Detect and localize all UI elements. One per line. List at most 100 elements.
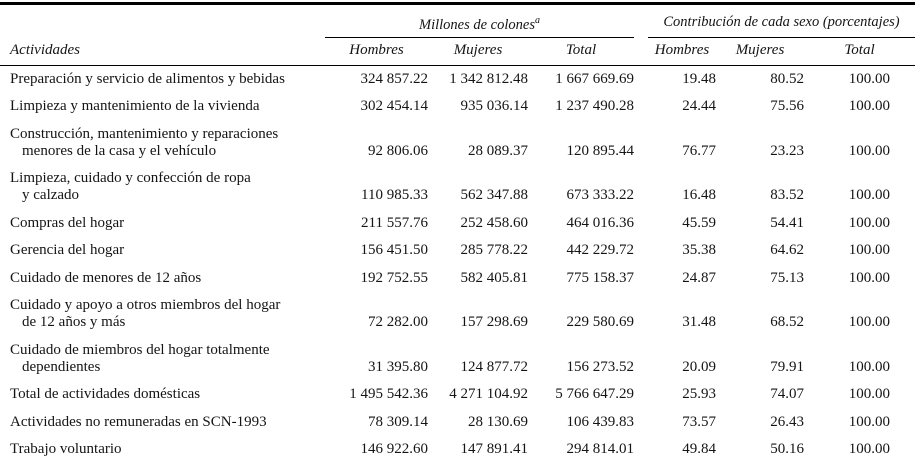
- value-cell: 252 458.60: [460, 214, 529, 231]
- value-cell: 74.07: [770, 386, 804, 403]
- value-cell: 100.00: [848, 187, 890, 204]
- table-row: Limpieza, cuidado y confección de ropa y …: [0, 165, 915, 210]
- spacer-cell: [634, 4, 648, 38]
- value-cell: 92 806.06: [368, 142, 428, 159]
- column-header-hombres-colones: Hombres: [325, 37, 428, 66]
- value-cell: 935 036.14: [460, 98, 529, 115]
- column-group-row: Millones de colonesa Contribución de cad…: [0, 3, 915, 38]
- activity-label-line1: Limpieza, cuidado y confección de ropa: [10, 170, 251, 187]
- activity-label-line1: Actividades no remuneradas en SCN-1993: [10, 413, 267, 430]
- value-cell: 16.48: [682, 187, 716, 204]
- activity-label-line1: Compras del hogar: [10, 214, 125, 231]
- column-header-mujeres-colones: Mujeres: [428, 37, 528, 66]
- value-cell: 147 891.41: [460, 441, 529, 458]
- spacer-cell: [634, 165, 648, 210]
- value-cell: 100.00: [848, 314, 890, 331]
- table-row: Cuidado de miembros del hogar totalmente…: [0, 337, 915, 382]
- value-cell: 25.93: [682, 386, 716, 403]
- activity-label-line1: Cuidado de menores de 12 años: [10, 269, 202, 286]
- value-cell: 1 667 669.69: [555, 70, 634, 87]
- empty-corner-cell: [0, 4, 325, 38]
- value-cell: 100.00: [848, 70, 890, 87]
- group-title: Contribución de cada sexo (porcentajes): [663, 14, 900, 31]
- spacer-cell: [634, 292, 648, 337]
- table-row: Gerencia del hogar 156 451.50 285 778.22…: [0, 237, 915, 265]
- activity-label: Preparación y servicio de alimentos y be…: [0, 65, 325, 93]
- activity-label: Limpieza y mantenimiento de la vivienda: [0, 93, 325, 121]
- value-cell: 100.00: [848, 142, 890, 159]
- value-cell: 582 405.81: [460, 269, 529, 286]
- value-cell: 229 580.69: [566, 314, 635, 331]
- activity-label-line2: dependientes: [22, 358, 101, 375]
- value-cell: 302 454.14: [360, 98, 429, 115]
- value-cell: 31 395.80: [368, 358, 428, 375]
- value-cell: 100.00: [848, 441, 890, 458]
- value-cell: 75.56: [770, 98, 804, 115]
- value-cell: 562 347.88: [460, 187, 529, 204]
- table-row: Construcción, mantenimiento y reparacion…: [0, 121, 915, 166]
- group-header-contribucion: Contribución de cada sexo (porcentajes): [648, 3, 915, 38]
- column-header-hombres-pct: Hombres: [648, 37, 716, 66]
- value-cell: 26.43: [770, 413, 804, 430]
- value-cell: 68.52: [770, 314, 804, 331]
- value-cell: 100.00: [848, 269, 890, 286]
- value-cell: 75.13: [770, 269, 804, 286]
- activity-label-line1: Cuidado de miembros del hogar totalmente: [10, 341, 270, 358]
- activity-label: Trabajo voluntario: [0, 436, 325, 461]
- value-cell: 79.91: [770, 358, 804, 375]
- value-cell: 31.48: [682, 314, 716, 331]
- table-row: Actividades no remuneradas en SCN-1993 7…: [0, 409, 915, 437]
- value-cell: 23.23: [770, 142, 804, 159]
- activity-label: Gerencia del hogar: [0, 237, 325, 265]
- value-cell: 19.48: [682, 70, 716, 87]
- value-cell: 24.87: [682, 269, 716, 286]
- value-cell: 78 309.14: [368, 413, 428, 430]
- spacer-cell: [634, 409, 648, 437]
- value-cell: 49.84: [682, 441, 716, 458]
- column-header-mujeres-pct: Mujeres: [716, 37, 804, 66]
- table-row: Limpieza y mantenimiento de la vivienda …: [0, 93, 915, 121]
- value-cell: 83.52: [770, 187, 804, 204]
- spacer-cell: [634, 93, 648, 121]
- activity-label-line2: y calzado: [22, 187, 80, 204]
- activity-label-line1: Gerencia del hogar: [10, 242, 125, 259]
- table-row: Cuidado de menores de 12 años 192 752.55…: [0, 265, 915, 293]
- column-label-row: Actividades Hombres Mujeres Total Hombre…: [0, 37, 915, 66]
- value-cell: 1 495 542.36: [349, 386, 428, 403]
- value-cell: 120 895.44: [566, 142, 635, 159]
- activity-label: Total de actividades domésticas: [0, 381, 325, 409]
- value-cell: 100.00: [848, 242, 890, 259]
- activity-label-line1: Cuidado y apoyo a otros miembros del hog…: [10, 297, 281, 314]
- activity-label-line1: Preparación y servicio de alimentos y be…: [10, 70, 285, 87]
- value-cell: 146 922.60: [360, 441, 429, 458]
- value-cell: 211 557.76: [361, 214, 428, 231]
- group-header-millones: Millones de colonesa: [325, 3, 634, 38]
- activity-label: Cuidado de menores de 12 años: [0, 265, 325, 293]
- value-cell: 324 857.22: [360, 70, 429, 87]
- value-cell: 100.00: [848, 214, 890, 231]
- table-row: Total de actividades domésticas 1 495 54…: [0, 381, 915, 409]
- value-cell: 110 985.33: [361, 187, 428, 204]
- activity-label: Compras del hogar: [0, 210, 325, 238]
- value-cell: 100.00: [848, 98, 890, 115]
- value-cell: 80.52: [770, 70, 804, 87]
- value-cell: 45.59: [682, 214, 716, 231]
- value-cell: 157 298.69: [460, 314, 529, 331]
- column-header-actividades: Actividades: [0, 37, 325, 66]
- value-cell: 294 814.01: [566, 441, 635, 458]
- spacer-cell: [634, 210, 648, 238]
- value-cell: 100.00: [848, 358, 890, 375]
- value-cell: 72 282.00: [368, 314, 428, 331]
- value-cell: 192 752.55: [360, 269, 429, 286]
- activity-label: Cuidado de miembros del hogar totalmente…: [0, 337, 325, 382]
- spacer-cell: [634, 37, 648, 66]
- table-row: Preparación y servicio de alimentos y be…: [0, 65, 915, 93]
- activity-label: Actividades no remuneradas en SCN-1993: [0, 409, 325, 437]
- value-cell: 4 271 104.92: [449, 386, 528, 403]
- value-cell: 673 333.22: [566, 187, 635, 204]
- table-body: Preparación y servicio de alimentos y be…: [0, 65, 915, 461]
- group-title: Millones de colones: [419, 16, 535, 33]
- activity-label-line1: Limpieza y mantenimiento de la vivienda: [10, 98, 260, 115]
- activity-label: Cuidado y apoyo a otros miembros del hog…: [0, 292, 325, 337]
